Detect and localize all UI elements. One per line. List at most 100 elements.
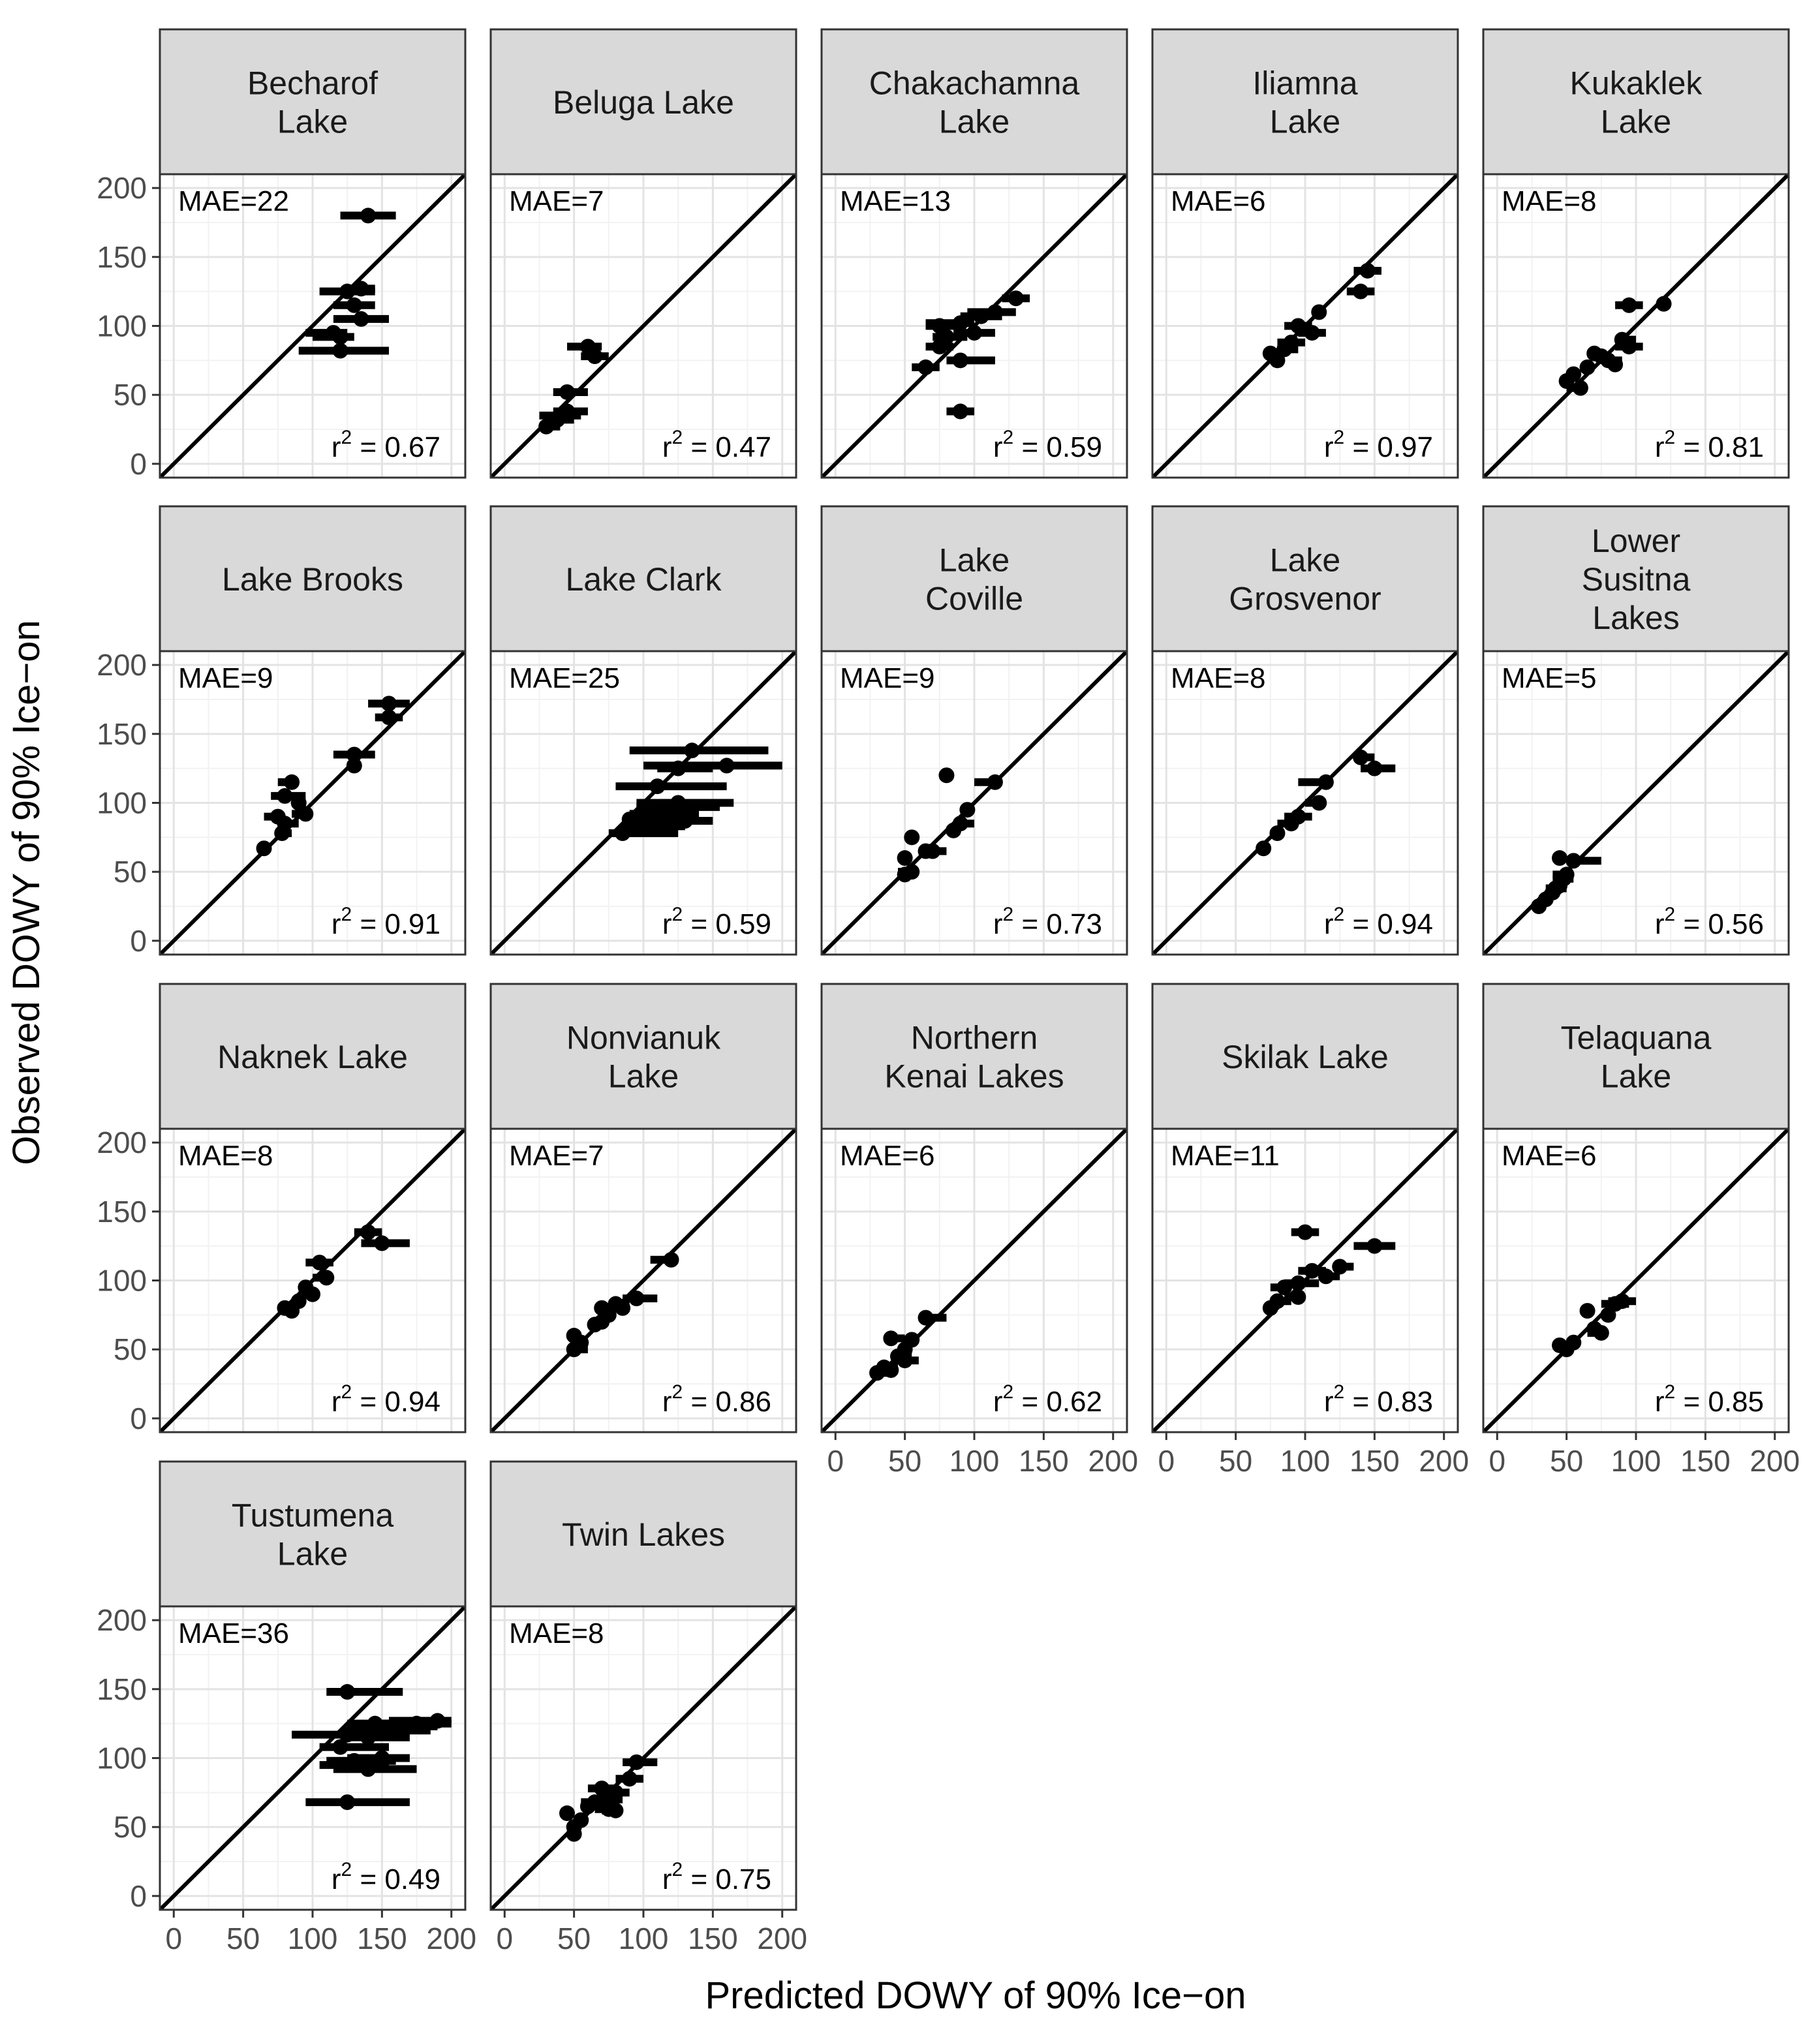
- x-tick-label: 150: [1680, 1444, 1731, 1478]
- data-point: [256, 840, 272, 857]
- data-point: [931, 339, 948, 355]
- x-tick-label: 150: [357, 1922, 407, 1955]
- facet-strip: [159, 1460, 467, 1608]
- mae-label: MAE=25: [509, 662, 620, 694]
- y-tick-label: 100: [97, 786, 147, 820]
- one-to-one-line: [1483, 1129, 1789, 1432]
- y-tick-label: 150: [97, 717, 147, 751]
- data-point: [381, 709, 397, 726]
- mae-label: MAE=6: [840, 1140, 935, 1172]
- facet-title: Lake: [1270, 104, 1340, 140]
- mae-label: MAE=6: [1502, 1140, 1597, 1172]
- r-squared-label: r2 = 0.49: [332, 1859, 440, 1895]
- mae-label: MAE=7: [509, 1140, 604, 1172]
- data-point: [1283, 816, 1299, 832]
- data-point: [1359, 262, 1376, 279]
- facet-strip: [1482, 983, 1790, 1130]
- x-tick-label: 200: [1088, 1444, 1138, 1478]
- data-point: [1579, 1303, 1596, 1319]
- data-point: [608, 1802, 624, 1818]
- data-point: [1579, 359, 1596, 375]
- data-point: [381, 696, 397, 712]
- facet-title: Lake: [1601, 1058, 1671, 1095]
- x-tick-label: 50: [226, 1922, 260, 1955]
- data-point: [339, 1684, 356, 1700]
- facet-panel: Naknek Lake MAE=8 r2 = 0.94 0 50 100 150 200: [97, 983, 467, 1435]
- facet-title: Lake Clark: [566, 561, 722, 598]
- r-squared-label: r2 = 0.97: [1324, 427, 1433, 463]
- one-to-one-line: [822, 1129, 1127, 1432]
- one-to-one-line: [491, 1129, 796, 1432]
- data-point: [353, 311, 369, 327]
- mae-label: MAE=7: [509, 185, 604, 217]
- data-point: [274, 825, 290, 841]
- r-squared-label: r2 = 0.59: [993, 427, 1102, 463]
- data-point: [594, 1300, 610, 1316]
- y-tick-label: 150: [97, 240, 147, 274]
- y-tick-label: 50: [114, 855, 147, 889]
- data-point: [1656, 296, 1672, 312]
- facet-panel: Skilak Lake MAE=11 r2 = 0.83 0 50 100 150 200: [1151, 983, 1469, 1478]
- mae-label: MAE=8: [1171, 662, 1266, 694]
- facet-strip: [1482, 505, 1790, 652]
- y-axis-title: Observed DOWY of 90% Ice−on: [5, 620, 48, 1165]
- data-point: [339, 1794, 356, 1811]
- y-tick-label: 100: [97, 1264, 147, 1298]
- panel-border: [1151, 650, 1459, 956]
- data-point: [628, 1290, 645, 1306]
- one-to-one-line: [1483, 174, 1789, 478]
- facet-title: Telaquana: [1561, 1020, 1712, 1056]
- one-to-one-line: [822, 651, 1127, 955]
- facet-title: Lake: [608, 1058, 679, 1095]
- data-point: [628, 1754, 645, 1770]
- mae-label: MAE=11: [1171, 1140, 1280, 1172]
- y-tick-label: 200: [97, 171, 147, 205]
- panel-border: [1482, 650, 1790, 956]
- facet-strip: [489, 983, 797, 1130]
- y-tick-label: 0: [130, 447, 147, 481]
- data-point: [277, 788, 293, 804]
- data-point: [952, 352, 968, 369]
- data-point: [1311, 795, 1327, 811]
- data-point: [587, 1317, 603, 1333]
- facet-strip: [820, 505, 1128, 652]
- r-squared-label: r2 = 0.56: [1655, 904, 1764, 940]
- data-point: [1621, 297, 1637, 313]
- r-squared-label: r2 = 0.59: [662, 904, 771, 940]
- data-point: [346, 746, 362, 763]
- facet-strip: [489, 505, 797, 652]
- facet-strip: [159, 28, 467, 176]
- data-point: [1256, 840, 1272, 857]
- y-tick-label: 200: [97, 1126, 147, 1159]
- facet-title: Lake: [277, 104, 348, 140]
- panel-border: [820, 650, 1128, 956]
- mae-label: MAE=36: [178, 1617, 289, 1649]
- mae-label: MAE=8: [509, 1617, 604, 1649]
- panel-border: [489, 650, 797, 956]
- data-point: [1304, 1263, 1320, 1279]
- data-point: [897, 866, 913, 883]
- y-tick-label: 0: [130, 1879, 147, 1913]
- data-point: [360, 1761, 377, 1777]
- panel-border: [820, 173, 1128, 479]
- one-to-one-line: [160, 1606, 465, 1910]
- r-squared-label: r2 = 0.67: [332, 427, 440, 463]
- data-point: [305, 1286, 320, 1302]
- x-tick-label: 50: [1219, 1444, 1252, 1478]
- facet-panel: Beluga Lake MAE=7 r2 = 0.47: [489, 28, 797, 479]
- x-axis-title: Predicted DOWY of 90% Ice−on: [705, 1974, 1246, 2017]
- y-tick-label: 100: [97, 1741, 147, 1775]
- mae-label: MAE=6: [1171, 185, 1266, 217]
- data-point: [1304, 325, 1320, 341]
- data-point: [1290, 1275, 1306, 1291]
- one-to-one-line: [160, 174, 465, 478]
- facet-title: Lake: [1270, 542, 1340, 579]
- r-squared-label: r2 = 0.86: [662, 1381, 771, 1418]
- panel-border: [489, 173, 797, 479]
- data-point: [360, 207, 377, 224]
- data-point: [284, 1303, 300, 1319]
- y-tick-label: 150: [97, 1195, 147, 1229]
- data-point: [897, 1353, 913, 1369]
